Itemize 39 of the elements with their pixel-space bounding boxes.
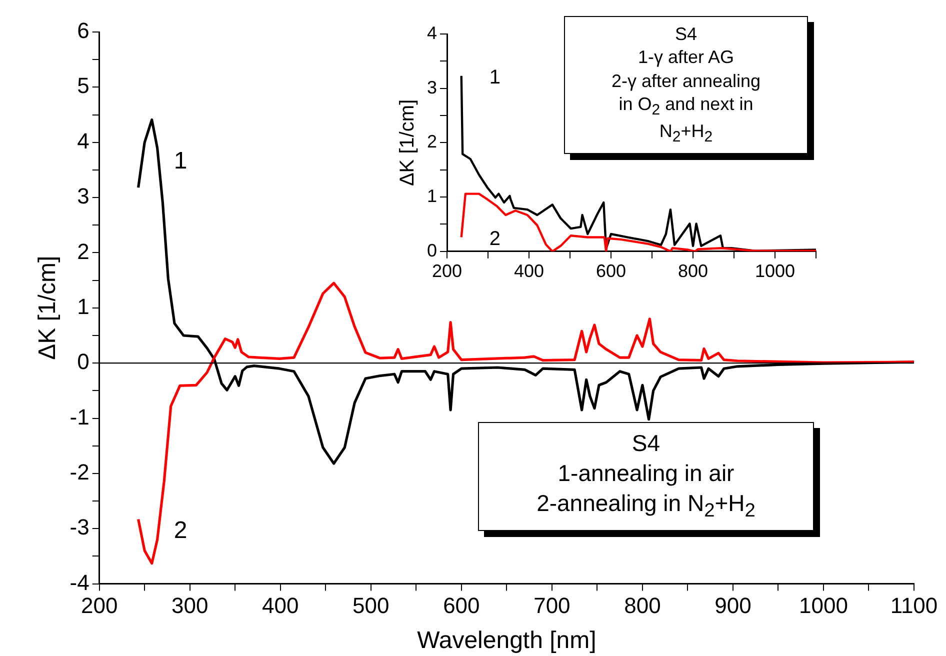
- x-tick-label: 200: [81, 593, 118, 618]
- x-tick-label: 1000: [754, 261, 796, 282]
- y-tick-label: 1: [426, 186, 438, 206]
- y-tick-label: 2: [426, 132, 438, 152]
- series-label: 2: [489, 228, 500, 250]
- series-label: 1: [489, 66, 500, 88]
- x-tick-label: 400: [262, 593, 299, 618]
- y-axis-title: ΔK [1/cm]: [396, 99, 419, 186]
- x-tick-label: 800: [624, 593, 661, 618]
- x-tick-label: 400: [514, 261, 544, 282]
- y-tick-label: 6: [77, 18, 90, 44]
- x-tick-label: 200: [432, 261, 462, 282]
- x-axis-title: Wavelength [nm]: [417, 627, 596, 654]
- x-tick-label: 1000: [799, 593, 848, 618]
- x-tick-label: 500: [352, 593, 390, 618]
- y-tick-label: -3: [70, 514, 90, 540]
- series-label: 2: [174, 517, 188, 544]
- annotation: S4 1-annealing in air 2-annealing in N$_{2}$+H$_{2}$: [536, 429, 756, 524]
- y-tick-label: 4: [426, 22, 438, 43]
- x-tick-label: 1100: [890, 593, 938, 618]
- y-tick-label: 3: [426, 77, 438, 98]
- y-tick-label: -1: [70, 404, 90, 430]
- x-tick-label: 800: [678, 261, 708, 282]
- y-tick-label: 0: [77, 349, 90, 374]
- series-label: 1: [174, 147, 188, 174]
- y-tick-label: 4: [77, 128, 90, 154]
- y-tick-label: 1: [77, 294, 90, 319]
- y-tick-label: 2: [77, 238, 90, 264]
- x-tick-label: 600: [596, 261, 626, 282]
- y-tick-label: 5: [77, 73, 90, 98]
- x-tick-label: 700: [534, 593, 570, 618]
- y-tick-label: 3: [77, 184, 90, 209]
- x-tick-label: 600: [443, 593, 480, 618]
- y-tick-label: -2: [70, 460, 90, 485]
- x-tick-label: 900: [714, 593, 752, 618]
- y-tick-label: 0: [426, 240, 438, 260]
- y-tick-label: -4: [70, 570, 90, 595]
- y-axis-title: ΔK [1/cm]: [34, 256, 62, 360]
- x-tick-label: 300: [172, 593, 208, 618]
